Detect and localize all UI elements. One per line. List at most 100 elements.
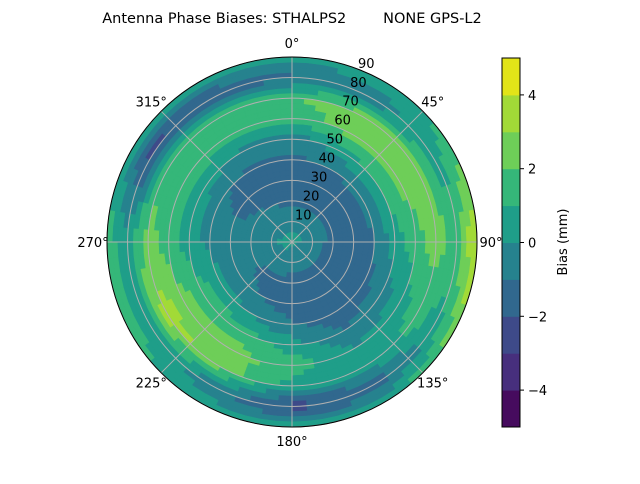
- contour-cell: [210, 242, 215, 249]
- contour-cell: [389, 242, 395, 251]
- contour-cell: [292, 390, 305, 396]
- contour-cell: [461, 227, 467, 242]
- contour-cell: [292, 370, 304, 376]
- contour-cell: [158, 242, 164, 254]
- contour-cell: [292, 88, 305, 94]
- contour-cell: [292, 185, 297, 190]
- theta-tick-label: 135°: [417, 377, 448, 392]
- theta-tick-label: 45°: [421, 95, 444, 110]
- contour-cell: [292, 283, 296, 288]
- contour-cell: [246, 242, 251, 246]
- contour-cell: [348, 237, 353, 242]
- colorbar-band: [502, 169, 520, 206]
- contour-cell: [461, 242, 467, 257]
- contour-cell: [133, 228, 139, 242]
- contour-cell: [292, 155, 300, 160]
- contour-cell: [158, 230, 164, 242]
- contour-cell: [280, 370, 292, 376]
- contour-cell: [284, 150, 292, 155]
- contour-cell: [292, 129, 302, 135]
- contour-cell: [189, 233, 195, 242]
- colorbar-band: [502, 206, 520, 243]
- contour-cell: [359, 242, 364, 248]
- contour-cell: [285, 314, 292, 319]
- contour-cell: [292, 288, 296, 293]
- contour-cell: [369, 242, 374, 249]
- contour-cell: [292, 124, 302, 130]
- contour-cell: [117, 227, 123, 242]
- contour-cell: [420, 230, 426, 242]
- r-tick-label: 10: [295, 209, 312, 224]
- contour-cell: [225, 236, 230, 242]
- contour-cell: [338, 233, 344, 238]
- colorbar-band: [502, 390, 520, 427]
- contour-cell: [251, 242, 256, 246]
- theta-tick-label: 90°: [479, 236, 502, 251]
- contour-cell: [133, 242, 139, 256]
- contour-cell: [283, 144, 292, 149]
- contour-cell: [280, 103, 292, 109]
- contour-cell: [369, 235, 374, 242]
- contour-cell: [194, 233, 199, 242]
- contour-cell: [379, 242, 384, 250]
- colorbar-tick-label: 4: [528, 89, 536, 104]
- contour-cell: [284, 155, 292, 160]
- theta-tick-label: 270°: [77, 236, 108, 251]
- r-tick-label: 80: [350, 76, 367, 91]
- r-tick-label: 70: [342, 95, 359, 110]
- contour-cell: [230, 237, 235, 242]
- contour-cell: [384, 242, 389, 251]
- contour-cell: [286, 170, 292, 175]
- contour-cell: [338, 238, 343, 242]
- colorbar-band: [502, 132, 520, 169]
- contour-cell: [288, 191, 292, 196]
- colorbar-tick-label: 2: [528, 163, 536, 178]
- contour-cell: [405, 232, 411, 242]
- contour-cell: [287, 293, 292, 298]
- contour-cell: [138, 229, 144, 242]
- contour-cell: [292, 165, 299, 170]
- contour-cell: [292, 180, 297, 185]
- contour-cell: [288, 201, 292, 206]
- contour-cell: [282, 355, 292, 361]
- theta-tick-label: 315°: [136, 95, 167, 110]
- contour-cell: [292, 298, 297, 303]
- contour-cell: [283, 339, 292, 345]
- colorbar-band: [502, 95, 520, 132]
- colorbar-band: [502, 58, 520, 95]
- theta-tick-label: 0°: [285, 37, 300, 52]
- r-tick-label: 20: [303, 190, 320, 205]
- contour-cell: [280, 375, 292, 381]
- r-tick-label: 30: [311, 171, 328, 186]
- contour-cell: [285, 165, 292, 170]
- contour-cell: [205, 234, 210, 242]
- contour-cell: [179, 232, 185, 242]
- contour-cell: [220, 236, 225, 242]
- contour-cell: [174, 232, 180, 242]
- contour-cell: [278, 396, 292, 402]
- contour-cell: [283, 191, 288, 197]
- contour-cell: [292, 319, 299, 324]
- contour-cell: [333, 238, 338, 242]
- contour-cell: [220, 242, 225, 248]
- contour-cell: [292, 355, 302, 361]
- contour-cell: [446, 228, 452, 242]
- contour-cell: [292, 293, 297, 298]
- contour-cell: [282, 350, 292, 356]
- contour-cell: [117, 242, 123, 257]
- contour-cell: [389, 233, 395, 242]
- contour-cell: [292, 144, 301, 149]
- contour-cell: [200, 242, 205, 250]
- contour-cell: [210, 235, 215, 242]
- contour-cell: [282, 124, 292, 130]
- contour-cell: [292, 103, 304, 109]
- contour-cell: [353, 242, 358, 248]
- contour-cell: [292, 160, 299, 165]
- contour-cell: [174, 242, 180, 252]
- polar-grid: [107, 57, 477, 427]
- contour-cell: [138, 242, 144, 255]
- contour-cell: [282, 186, 287, 192]
- contour-cell: [284, 329, 292, 334]
- contour-cell: [292, 170, 298, 175]
